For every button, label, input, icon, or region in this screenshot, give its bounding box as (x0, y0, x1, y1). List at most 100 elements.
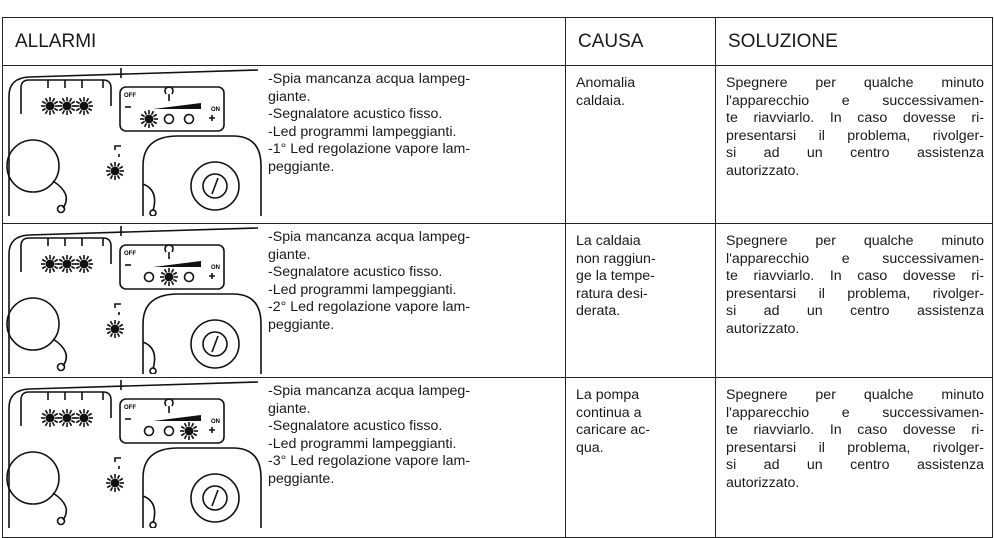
led-ray (68, 109, 73, 115)
led-ray (51, 409, 56, 415)
outline (20, 391, 112, 426)
control-panel-icon: OFF ON (6, 226, 262, 374)
led-ray (85, 409, 90, 415)
led-ray (53, 412, 59, 417)
tap-icon (114, 457, 121, 469)
header-cell: CAUSA (565, 17, 716, 66)
led-ray (106, 330, 112, 335)
led-ray (180, 432, 186, 437)
alarm-line: -3° Led regolazione vapore lam- (268, 453, 471, 470)
led-on (62, 259, 72, 269)
led-ray (70, 265, 76, 270)
led-off (183, 113, 195, 125)
alarm-line: -Spia mancanza acqua lampeg- (268, 71, 471, 87)
led-ray (68, 409, 73, 415)
led-off (143, 425, 155, 437)
led-on (110, 478, 120, 488)
led-ray (41, 265, 47, 270)
led-ray (41, 100, 47, 105)
led-ray (172, 278, 178, 283)
led-ray (85, 97, 90, 103)
led-off (163, 113, 175, 125)
led-ray (78, 267, 83, 273)
alarm-line: peggiante. (268, 470, 335, 487)
led-ray (106, 165, 112, 170)
solution-text: Spegnere per qualche minuto l'apparecchio… (716, 66, 992, 181)
knob-inner (202, 331, 228, 357)
knob-inner (202, 173, 228, 199)
led-on (62, 413, 72, 423)
alarm-line: -Segnalatore acustico fisso. (268, 106, 443, 123)
led-off (163, 425, 175, 437)
knob-left (6, 297, 60, 351)
led-ray (44, 109, 49, 115)
solution-line: si ad un centro assistenza (726, 145, 984, 162)
led-ray (118, 477, 124, 482)
led-off (183, 271, 195, 283)
cause-line: La caldaia (576, 233, 641, 249)
alarm-line: -2° Led regolazione vapore lam- (268, 299, 471, 316)
solution-line: presentarsi il problema, rivolger- (726, 127, 984, 144)
solution-line: Spegnere per qualche minuto (726, 75, 984, 91)
led-ray (58, 107, 64, 112)
knob-mark (211, 489, 219, 507)
led-ray (140, 120, 146, 125)
table-row: OFF ON -Spia mancanza acqua lampeg-giante.… (2, 377, 993, 538)
led-on (79, 101, 89, 111)
steam-icon (164, 398, 174, 413)
tap-icon (114, 145, 121, 157)
outline (20, 237, 112, 272)
led-ray (68, 267, 73, 273)
solution-line: si ad un centro assistenza (726, 303, 984, 320)
led-ray (172, 271, 178, 276)
panel-label: ON (211, 107, 220, 113)
led-ray (70, 100, 76, 105)
pipe-end (56, 362, 66, 372)
led-ray (143, 122, 148, 128)
alarm-line: -Led programmi lampeggianti. (268, 281, 457, 298)
knob-left (6, 451, 60, 505)
led-ray (61, 409, 66, 415)
alarm-cell: OFF ON -Spia mancanza acqua lampeg-giante.… (2, 377, 566, 538)
alarm-text: -Spia mancanza acqua lampeg-giante. -Segn… (268, 378, 470, 528)
solution-line: Spegnere per qualche minuto (726, 233, 984, 249)
panel-label: ON (211, 419, 220, 425)
led-ray (163, 268, 168, 274)
alarm-cell-content: OFF ON -Spia mancanza acqua lampeg-giante.… (3, 224, 565, 374)
led-ray (190, 422, 195, 428)
alarm-cell: OFF ON -Spia mancanza acqua lampeg-giante.… (2, 223, 566, 378)
solution-line: si ad un centro assistenza (726, 457, 984, 474)
cause-line: continua a (576, 404, 642, 421)
led-ray (51, 109, 56, 115)
led-ray (68, 97, 73, 103)
led-ray (116, 474, 121, 480)
cause-line: derata. (576, 303, 621, 320)
panel-label: OFF (124, 93, 136, 99)
led-ray (109, 320, 114, 326)
panel (119, 398, 225, 444)
led-ray (75, 419, 81, 424)
led-on (184, 426, 194, 436)
led-ray (85, 267, 90, 273)
solution-line: autorizzato. (726, 474, 800, 491)
led-ray (78, 97, 83, 103)
led-ray (85, 255, 90, 261)
led-ray (61, 109, 66, 115)
cause-line: La pompa (576, 387, 640, 403)
plus-sign (209, 115, 215, 121)
pipe-end (149, 367, 157, 374)
led-ray (118, 172, 124, 177)
control-panel-icon: OFF ON (6, 380, 262, 528)
led-ray (183, 434, 188, 440)
led-ray (109, 174, 114, 180)
pipe (142, 183, 156, 212)
led-ray (85, 421, 90, 427)
led-ray (160, 278, 166, 283)
led-ray (61, 421, 66, 427)
pipe (142, 341, 156, 370)
outline (47, 238, 104, 246)
led-ray (61, 255, 66, 261)
led-ray (51, 421, 56, 427)
led-off (143, 271, 155, 283)
